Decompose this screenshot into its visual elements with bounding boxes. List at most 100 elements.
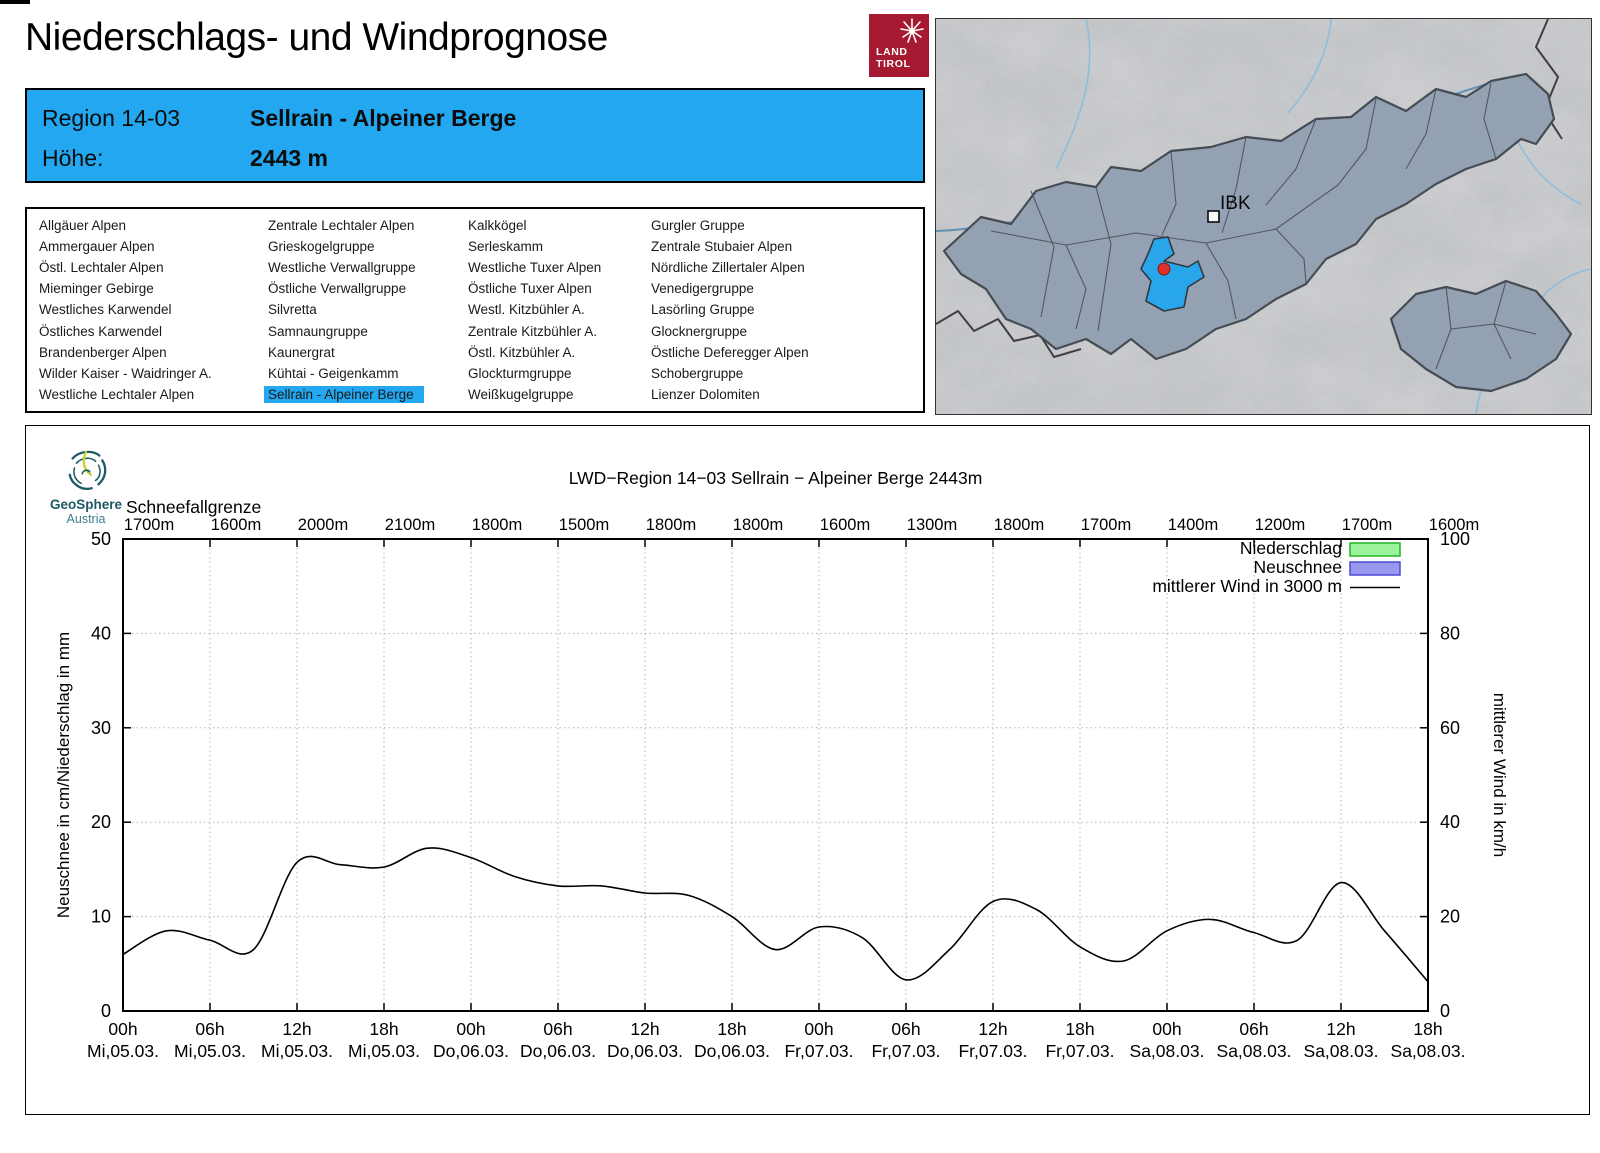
altitude-value: 2443 m: [250, 145, 329, 171]
svg-text:Mi,05.03.: Mi,05.03.: [348, 1041, 420, 1061]
svg-text:2000m: 2000m: [298, 516, 348, 534]
region-list-item[interactable]: Östliche Tuxer Alpen: [468, 281, 592, 297]
svg-text:1300m: 1300m: [907, 516, 957, 534]
svg-text:40: 40: [1440, 812, 1460, 832]
svg-text:50: 50: [91, 529, 111, 549]
svg-text:Sa,08.03.: Sa,08.03.: [1217, 1041, 1292, 1061]
region-list-item[interactable]: Schobergruppe: [651, 365, 744, 381]
svg-text:Fr,07.03.: Fr,07.03.: [871, 1041, 940, 1061]
svg-text:Neuschnee in cm/Niederschlag i: Neuschnee in cm/Niederschlag in mm: [54, 632, 73, 918]
svg-text:06h: 06h: [891, 1019, 920, 1039]
region-list-item[interactable]: Zentrale Stubaier Alpen: [651, 239, 793, 255]
region-list: Allgäuer Alpen Ammergauer Alpen Östl. Lech…: [25, 207, 925, 413]
region-list-item[interactable]: Östliche Deferegger Alpen: [651, 344, 809, 360]
region-list-item[interactable]: Mieminger Gebirge: [39, 281, 154, 297]
altitude-label: Höhe:: [42, 145, 104, 171]
svg-text:06h: 06h: [195, 1019, 224, 1039]
svg-text:1800m: 1800m: [994, 516, 1044, 534]
forecast-chart-panel: GeoSphere Austria 0 10 20 30 40 50 0 20 40 60 80 10…: [25, 425, 1590, 1115]
region-number-label: Region 14-03: [42, 105, 181, 131]
region-list-item[interactable]: Venedigergruppe: [651, 281, 754, 297]
region-list-item[interactable]: Brandenberger Alpen: [39, 344, 167, 360]
svg-text:40: 40: [91, 623, 111, 643]
svg-text:1800m: 1800m: [472, 516, 522, 534]
region-list-item[interactable]: Kalkkögel: [468, 218, 527, 234]
region-list-item[interactable]: Allgäuer Alpen: [39, 218, 127, 234]
region-list-item[interactable]: Zentrale Lechtaler Alpen: [268, 218, 415, 234]
svg-text:00h: 00h: [456, 1019, 485, 1039]
tirol-map[interactable]: IBK: [935, 18, 1592, 415]
svg-text:Do,06.03.: Do,06.03.: [694, 1041, 770, 1061]
region-list-item[interactable]: Weißkugelgruppe: [468, 386, 574, 402]
svg-text:1200m: 1200m: [1255, 516, 1305, 534]
geosphere-country: Austria: [66, 512, 106, 526]
svg-text:Sa,08.03.: Sa,08.03.: [1130, 1041, 1205, 1061]
region-list-item[interactable]: Westliche Tuxer Alpen: [468, 260, 602, 276]
region-list-item[interactable]: Westl. Kitzbühler A.: [468, 302, 585, 318]
geosphere-icon: [68, 450, 107, 490]
region-list-item[interactable]: Nördliche Zillertaler Alpen: [651, 260, 805, 276]
svg-text:10: 10: [91, 907, 111, 927]
svg-text:18h: 18h: [1413, 1019, 1442, 1039]
land-tirol-text-line2: TIROL: [876, 57, 911, 70]
svg-text:12h: 12h: [1326, 1019, 1355, 1039]
region-list-item[interactable]: Westliche Verwallgruppe: [268, 260, 416, 276]
svg-text:60: 60: [1440, 718, 1460, 738]
svg-text:1700m: 1700m: [124, 516, 174, 534]
region-list-item[interactable]: Glocknergruppe: [651, 323, 748, 339]
svg-text:Mi,05.03.: Mi,05.03.: [87, 1041, 159, 1061]
svg-text:Fr,07.03.: Fr,07.03.: [1045, 1041, 1114, 1061]
wind-line: [122, 847, 1429, 983]
corner-mark: [0, 0, 30, 4]
region-list-item[interactable]: Glockturmgruppe: [468, 365, 572, 381]
region-list-item[interactable]: Grieskogelgruppe: [268, 239, 375, 255]
tirol-eagle-icon: [900, 18, 924, 43]
svg-text:Schneefallgrenze: Schneefallgrenze: [126, 497, 261, 517]
svg-text:06h: 06h: [543, 1019, 572, 1039]
svg-text:Do,06.03.: Do,06.03.: [520, 1041, 596, 1061]
region-list-item[interactable]: Kühtai - Geigenkamm: [268, 365, 399, 381]
region-list-item[interactable]: Samnaungruppe: [268, 323, 368, 339]
region-list-item[interactable]: Westliches Karwendel: [39, 302, 172, 318]
svg-text:18h: 18h: [369, 1019, 398, 1039]
svg-text:12h: 12h: [978, 1019, 1007, 1039]
region-list-item-selected[interactable]: Sellrain - Alpeiner Berge: [264, 384, 464, 405]
svg-text:00h: 00h: [804, 1019, 833, 1039]
region-list-item[interactable]: Serleskamm: [468, 239, 544, 255]
region-list-item[interactable]: Östl. Lechtaler Alpen: [39, 260, 164, 276]
region-list-item[interactable]: Silvretta: [268, 302, 317, 318]
svg-text:Do,06.03.: Do,06.03.: [433, 1041, 509, 1061]
svg-text:00h: 00h: [1152, 1019, 1181, 1039]
region-list-item[interactable]: Lasörling Gruppe: [651, 302, 755, 318]
svg-text:Fr,07.03.: Fr,07.03.: [784, 1041, 853, 1061]
region-list-item[interactable]: Ammergauer Alpen: [39, 239, 155, 255]
region-list-item[interactable]: Gurgler Gruppe: [651, 218, 745, 234]
svg-text:Mi,05.03.: Mi,05.03.: [261, 1041, 333, 1061]
svg-text:0: 0: [1440, 1001, 1450, 1021]
forecast-chart: 0102030405002040608010000hMi,05.03.06hMi…: [54, 468, 1509, 1061]
region-list-item[interactable]: Lienzer Dolomiten: [651, 386, 760, 402]
svg-text:20: 20: [91, 812, 111, 832]
svg-text:0: 0: [101, 1001, 111, 1021]
region-list-item[interactable]: Westliche Lechtaler Alpen: [39, 386, 195, 402]
svg-text:1700m: 1700m: [1342, 516, 1392, 534]
region-list-item[interactable]: Kaunergrat: [268, 344, 335, 360]
svg-text:mittlerer Wind in 3000 m: mittlerer Wind in 3000 m: [1152, 576, 1342, 596]
region-list-item[interactable]: Östliche Verwallgruppe: [268, 281, 407, 297]
land-tirol-text-line1: LAND: [876, 46, 908, 58]
svg-text:18h: 18h: [1065, 1019, 1094, 1039]
svg-text:12h: 12h: [282, 1019, 311, 1039]
land-tirol-logo: LAND TIROL: [869, 14, 929, 77]
svg-text:Fr,07.03.: Fr,07.03.: [958, 1041, 1027, 1061]
region-list-item[interactable]: Wilder Kaiser - Waidringer A.: [39, 365, 212, 381]
svg-text:18h: 18h: [717, 1019, 746, 1039]
svg-text:2100m: 2100m: [385, 516, 435, 534]
region-list-item[interactable]: Östl. Kitzbühler A.: [468, 344, 576, 360]
geosphere-name: GeoSphere: [49, 497, 123, 512]
svg-text:00h: 00h: [108, 1019, 137, 1039]
svg-text:1800m: 1800m: [733, 516, 783, 534]
region-list-item[interactable]: Zentrale Kitzbühler A.: [468, 323, 598, 339]
svg-text:Do,06.03.: Do,06.03.: [607, 1041, 683, 1061]
region-list-item[interactable]: Östliches Karwendel: [39, 323, 163, 339]
svg-text:1600m: 1600m: [820, 516, 870, 534]
